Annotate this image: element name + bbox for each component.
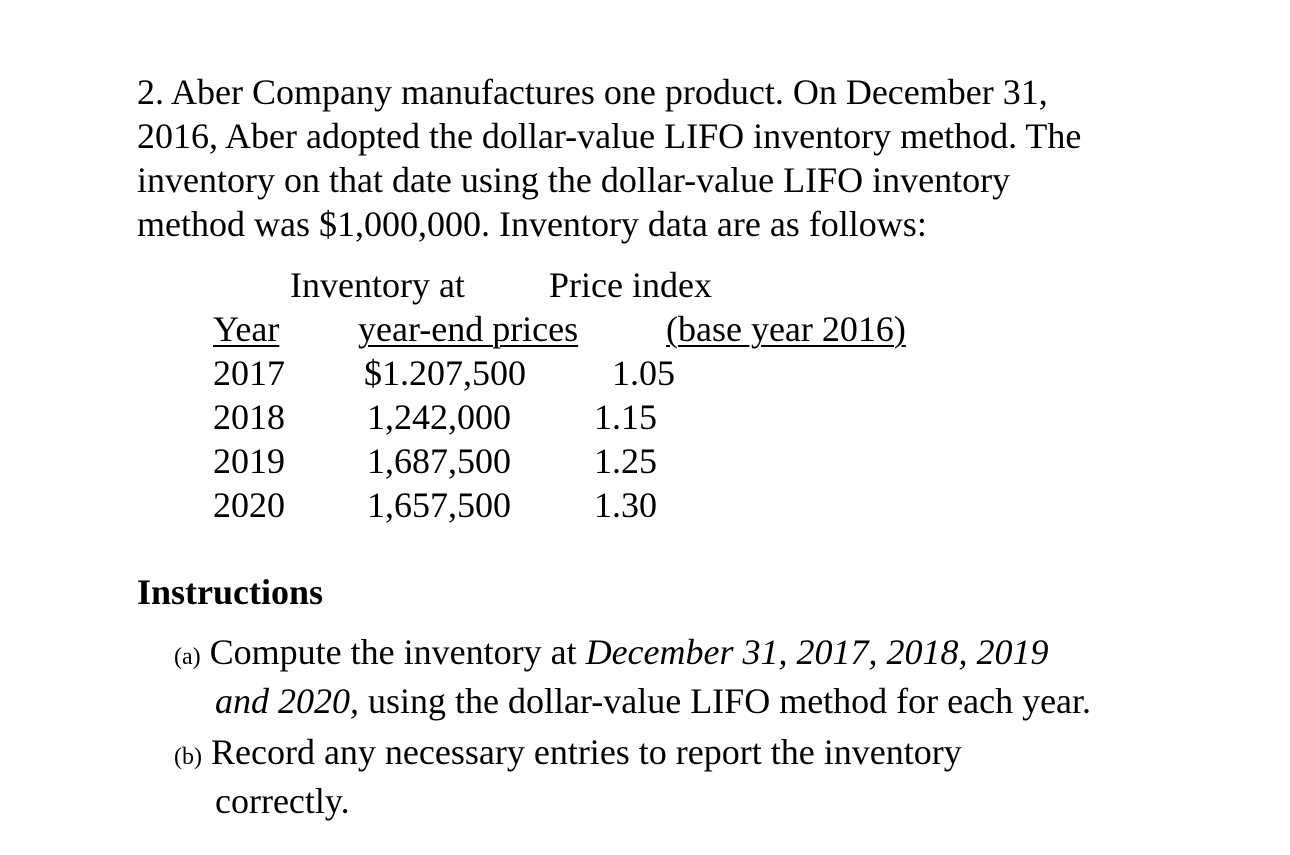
header-year-end-prices: year-end prices	[358, 309, 579, 349]
row-2019-index: 1.25	[594, 441, 657, 481]
instruction-a: (a) Compute the inventory at December 31…	[174, 630, 1091, 723]
header-base-year: (base year 2016)	[666, 309, 906, 349]
header-year: Year	[213, 309, 280, 349]
row-2020-inventory: 1,657,500	[367, 485, 511, 525]
header-price-index: Price index	[549, 265, 712, 305]
row-2018-index: 1.15	[594, 397, 657, 437]
problem-line-3: inventory on that date using the dollar-…	[137, 160, 1011, 200]
instruction-a-marker: (a)	[174, 644, 201, 670]
row-2017-index: 1.05	[612, 353, 675, 393]
instruction-a-italic-1: December 31, 2017, 2018, 2019	[585, 632, 1049, 672]
problem-statement: 2. Aber Company manufactures one product…	[137, 70, 1197, 246]
instruction-b-line-2: correctly.	[215, 781, 350, 821]
row-2020-index: 1.30	[594, 485, 657, 525]
instructions-title: Instructions	[137, 572, 324, 612]
instruction-b: (b) Record any necessary entries to repo…	[174, 730, 962, 823]
instruction-a-italic-2: and 2020,	[215, 681, 359, 721]
instruction-a-text-1: Compute the inventory at	[209, 632, 586, 672]
problem-line-2: 2016, Aber adopted the dollar-value LIFO…	[137, 116, 1082, 156]
row-2019-year: 2019	[213, 441, 285, 481]
header-inventory-at: Inventory at	[290, 265, 465, 305]
row-2018-year: 2018	[213, 397, 285, 437]
row-2019-inventory: 1,687,500	[367, 441, 511, 481]
row-2018-inventory: 1,242,000	[367, 397, 511, 437]
problem-line-1: 2. Aber Company manufactures one product…	[137, 72, 1048, 112]
instruction-b-marker: (b)	[174, 744, 202, 770]
problem-line-4: method was $1,000,000. Inventory data ar…	[137, 204, 927, 244]
row-2020-year: 2020	[213, 485, 285, 525]
row-2017-year: 2017	[213, 353, 285, 393]
instruction-a-text-2: using the dollar-value LIFO method for e…	[359, 681, 1092, 721]
row-2017-inventory: $1.207,500	[364, 353, 526, 393]
instruction-b-line-1: Record any necessary entries to report t…	[210, 732, 962, 772]
